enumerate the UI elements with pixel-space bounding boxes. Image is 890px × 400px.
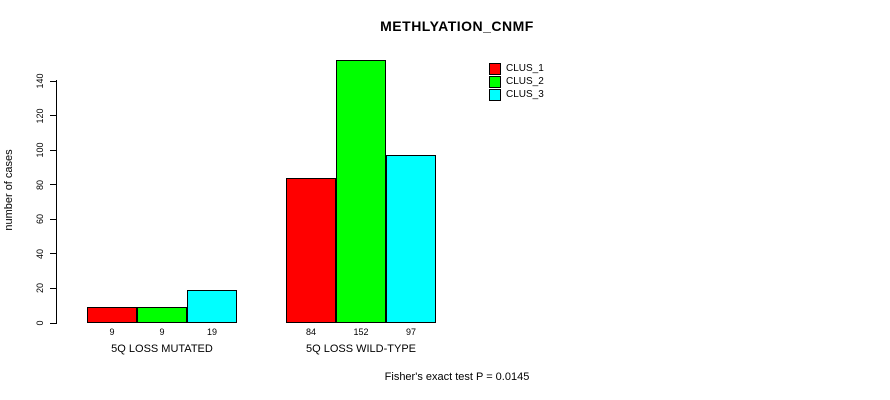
bar-clus_1-1 <box>87 307 137 323</box>
legend-label: CLUS_3 <box>506 89 544 100</box>
bar-value-label: 97 <box>405 327 417 337</box>
y-tick-mark <box>50 287 57 289</box>
bar-clus_3-1 <box>187 290 237 323</box>
bar-clus_2-1 <box>137 307 187 323</box>
y-tick-label: 100 <box>35 142 45 158</box>
category-label: 5Q LOSS WILD-TYPE <box>305 343 417 355</box>
legend-swatch-icon <box>489 88 501 101</box>
legend-label: CLUS_2 <box>506 76 544 87</box>
y-tick-label: 60 <box>35 214 45 225</box>
y-tick-mark <box>50 115 57 117</box>
y-axis-label: number of cases <box>3 149 15 231</box>
bar-value-label: 9 <box>159 327 165 337</box>
legend-item-clus_2: CLUS_2 <box>489 75 544 88</box>
y-axis-line <box>56 80 57 323</box>
category-label: 5Q LOSS MUTATED <box>111 343 213 355</box>
chart-title: METHLYATION_CNMF <box>380 18 534 34</box>
bar-clus_2-2 <box>336 60 386 323</box>
y-tick-mark <box>50 80 57 82</box>
y-tick-mark <box>50 218 57 220</box>
legend-label: CLUS_1 <box>506 63 544 74</box>
y-tick-mark <box>50 149 57 151</box>
legend: CLUS_1 CLUS_2 CLUS_3 <box>489 62 544 101</box>
y-tick-mark <box>50 322 57 324</box>
legend-item-clus_1: CLUS_1 <box>489 62 544 75</box>
y-tick-label: 120 <box>35 108 45 124</box>
bar-value-label: 19 <box>206 327 218 337</box>
y-tick-mark <box>50 184 57 186</box>
bar-clus_3-2 <box>386 155 436 323</box>
y-tick-mark <box>50 253 57 255</box>
y-tick-label: 0 <box>35 320 45 326</box>
legend-swatch-icon <box>489 62 501 75</box>
bar-clus_1-2 <box>286 178 336 323</box>
y-tick-label: 140 <box>35 73 45 89</box>
y-tick-label: 80 <box>35 179 45 190</box>
bar-value-label: 9 <box>109 327 115 337</box>
legend-swatch-icon <box>489 75 501 88</box>
fisher-test-annotation: Fisher's exact test P = 0.0145 <box>384 371 530 383</box>
y-tick-label: 40 <box>35 248 45 259</box>
y-tick-label: 20 <box>35 283 45 294</box>
legend-item-clus_3: CLUS_3 <box>489 88 544 101</box>
bar-value-label: 84 <box>305 327 317 337</box>
bar-value-label: 152 <box>353 327 369 337</box>
